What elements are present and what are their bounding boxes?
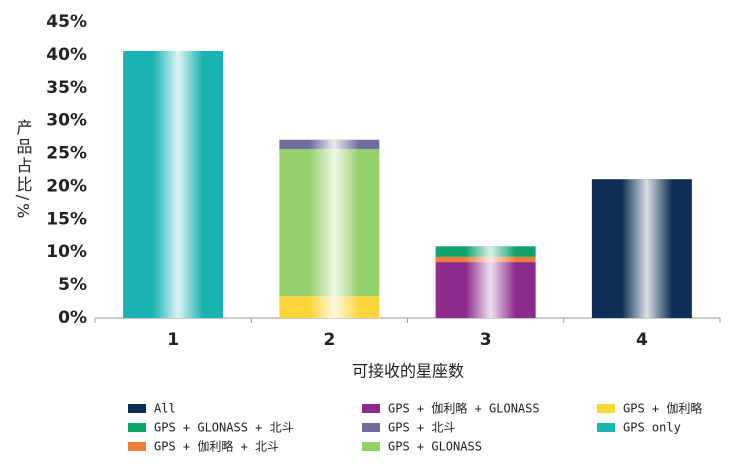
- legend-swatch: [362, 404, 380, 413]
- legend-swatch: [362, 423, 380, 432]
- legend-label: GPS + 北斗: [388, 421, 455, 435]
- y-tick-label: 10%: [46, 242, 87, 262]
- legend-swatch: [597, 404, 615, 413]
- x-tick-label: 3: [480, 330, 492, 350]
- y-tick-label: 35%: [46, 78, 87, 98]
- legend-label: GPS only: [623, 421, 681, 435]
- y-tick-label: 40%: [46, 45, 87, 65]
- bar-shine: [279, 139, 380, 318]
- legend-swatch: [362, 442, 380, 451]
- legend-label: GPS + GLONASS: [388, 440, 482, 454]
- legend-swatch: [128, 423, 146, 432]
- bar-shine: [591, 179, 692, 318]
- legend-swatch: [597, 423, 615, 432]
- x-axis-label: 可接收的星座数: [352, 362, 464, 381]
- bar-shine: [435, 246, 536, 318]
- legend-label: GPS + GLONASS + 北斗: [154, 421, 294, 435]
- y-axis-label: 产品占比/%: [14, 119, 33, 222]
- x-tick-label: 4: [636, 330, 648, 350]
- legend-label: GPS + 伽利略: [623, 401, 702, 416]
- legend-label: All: [154, 402, 176, 416]
- legend-swatch: [128, 442, 146, 451]
- y-tick-label: 5%: [58, 275, 87, 295]
- legend-label: GPS + 伽利略 + GLONASS: [388, 401, 540, 416]
- legend-swatch: [128, 404, 146, 413]
- y-tick-label: 20%: [46, 176, 87, 196]
- x-tick-label: 2: [323, 330, 335, 350]
- legend-label: GPS + 伽利略 + 北斗: [154, 439, 279, 454]
- x-tick-label: 1: [167, 330, 179, 350]
- y-tick-label: 0%: [58, 308, 87, 328]
- y-tick-label: 15%: [46, 209, 87, 229]
- bar-shine: [123, 50, 224, 318]
- y-tick-label: 30%: [46, 111, 87, 131]
- y-tick-label: 45%: [46, 12, 87, 32]
- y-tick-label: 25%: [46, 144, 87, 164]
